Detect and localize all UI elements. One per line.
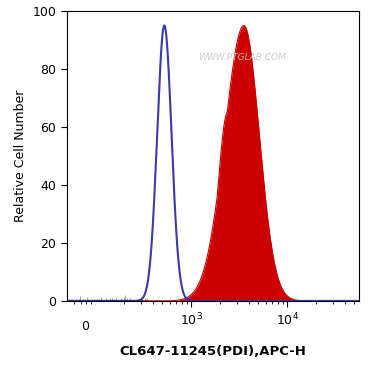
Text: WWW.PTGLAB.COM: WWW.PTGLAB.COM bbox=[198, 53, 286, 62]
Text: 0: 0 bbox=[82, 320, 90, 333]
Y-axis label: Relative Cell Number: Relative Cell Number bbox=[14, 90, 27, 222]
X-axis label: CL647-11245(PDI),APC-H: CL647-11245(PDI),APC-H bbox=[119, 345, 306, 357]
